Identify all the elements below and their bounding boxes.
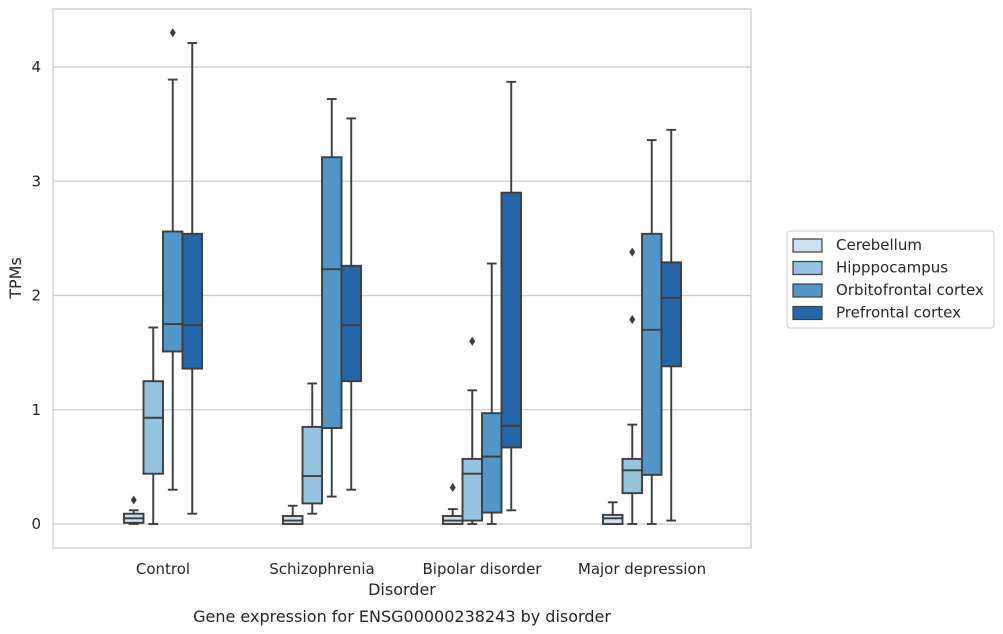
y-tick-label: 1 — [31, 401, 41, 419]
outlier-point — [629, 314, 636, 324]
box — [621, 457, 643, 495]
box — [641, 232, 663, 476]
legend-label: Hipppocampus — [836, 259, 948, 277]
legend: Cerebellum Hipppocampus Orbitofrontal cort… — [786, 230, 995, 329]
legend-label: Prefrontal cortex — [836, 304, 961, 322]
box — [602, 513, 624, 525]
x-tick-label: Bipolar disorder — [423, 560, 543, 578]
chart-caption: Gene expression for ENSG00000238243 by d… — [193, 607, 611, 626]
outlier-point — [130, 495, 137, 505]
legend-swatch — [792, 260, 823, 276]
outlier-point — [469, 336, 476, 346]
legend-label: Orbitofrontal cortex — [836, 281, 984, 299]
box — [461, 457, 483, 522]
x-axis-title: Disorder — [368, 580, 436, 599]
x-tick-labels: Control Schizophrenia Bipolar disorder Majo… — [136, 560, 706, 578]
box — [162, 230, 184, 353]
box — [481, 412, 503, 514]
y-tick-label: 3 — [31, 172, 41, 190]
outlier-point — [169, 28, 176, 38]
box — [142, 380, 164, 475]
box — [181, 232, 203, 370]
legend-swatch — [792, 283, 823, 298]
box — [340, 264, 362, 383]
y-tick-labels: 0 1 2 3 4 — [31, 58, 41, 533]
box — [660, 261, 682, 368]
y-axis-title: TPMs — [6, 257, 25, 300]
x-tick-label: Major depression — [578, 560, 706, 578]
box — [301, 425, 323, 505]
x-tick-label: Schizophrenia — [269, 560, 374, 578]
legend-swatch — [792, 305, 823, 321]
legend-label: Cerebellum — [836, 236, 922, 254]
boxes-layer — [123, 28, 682, 525]
legend-frame — [786, 230, 995, 329]
y-tick-label: 0 — [31, 515, 41, 533]
outlier-point — [629, 247, 636, 257]
legend-swatch — [792, 238, 823, 253]
y-tick-label: 4 — [31, 58, 41, 76]
plot-frame — [52, 8, 752, 549]
box — [321, 156, 343, 429]
box — [500, 191, 522, 449]
outlier-point — [449, 482, 456, 492]
x-tick-label: Control — [136, 560, 190, 578]
y-tick-label: 2 — [31, 287, 41, 305]
